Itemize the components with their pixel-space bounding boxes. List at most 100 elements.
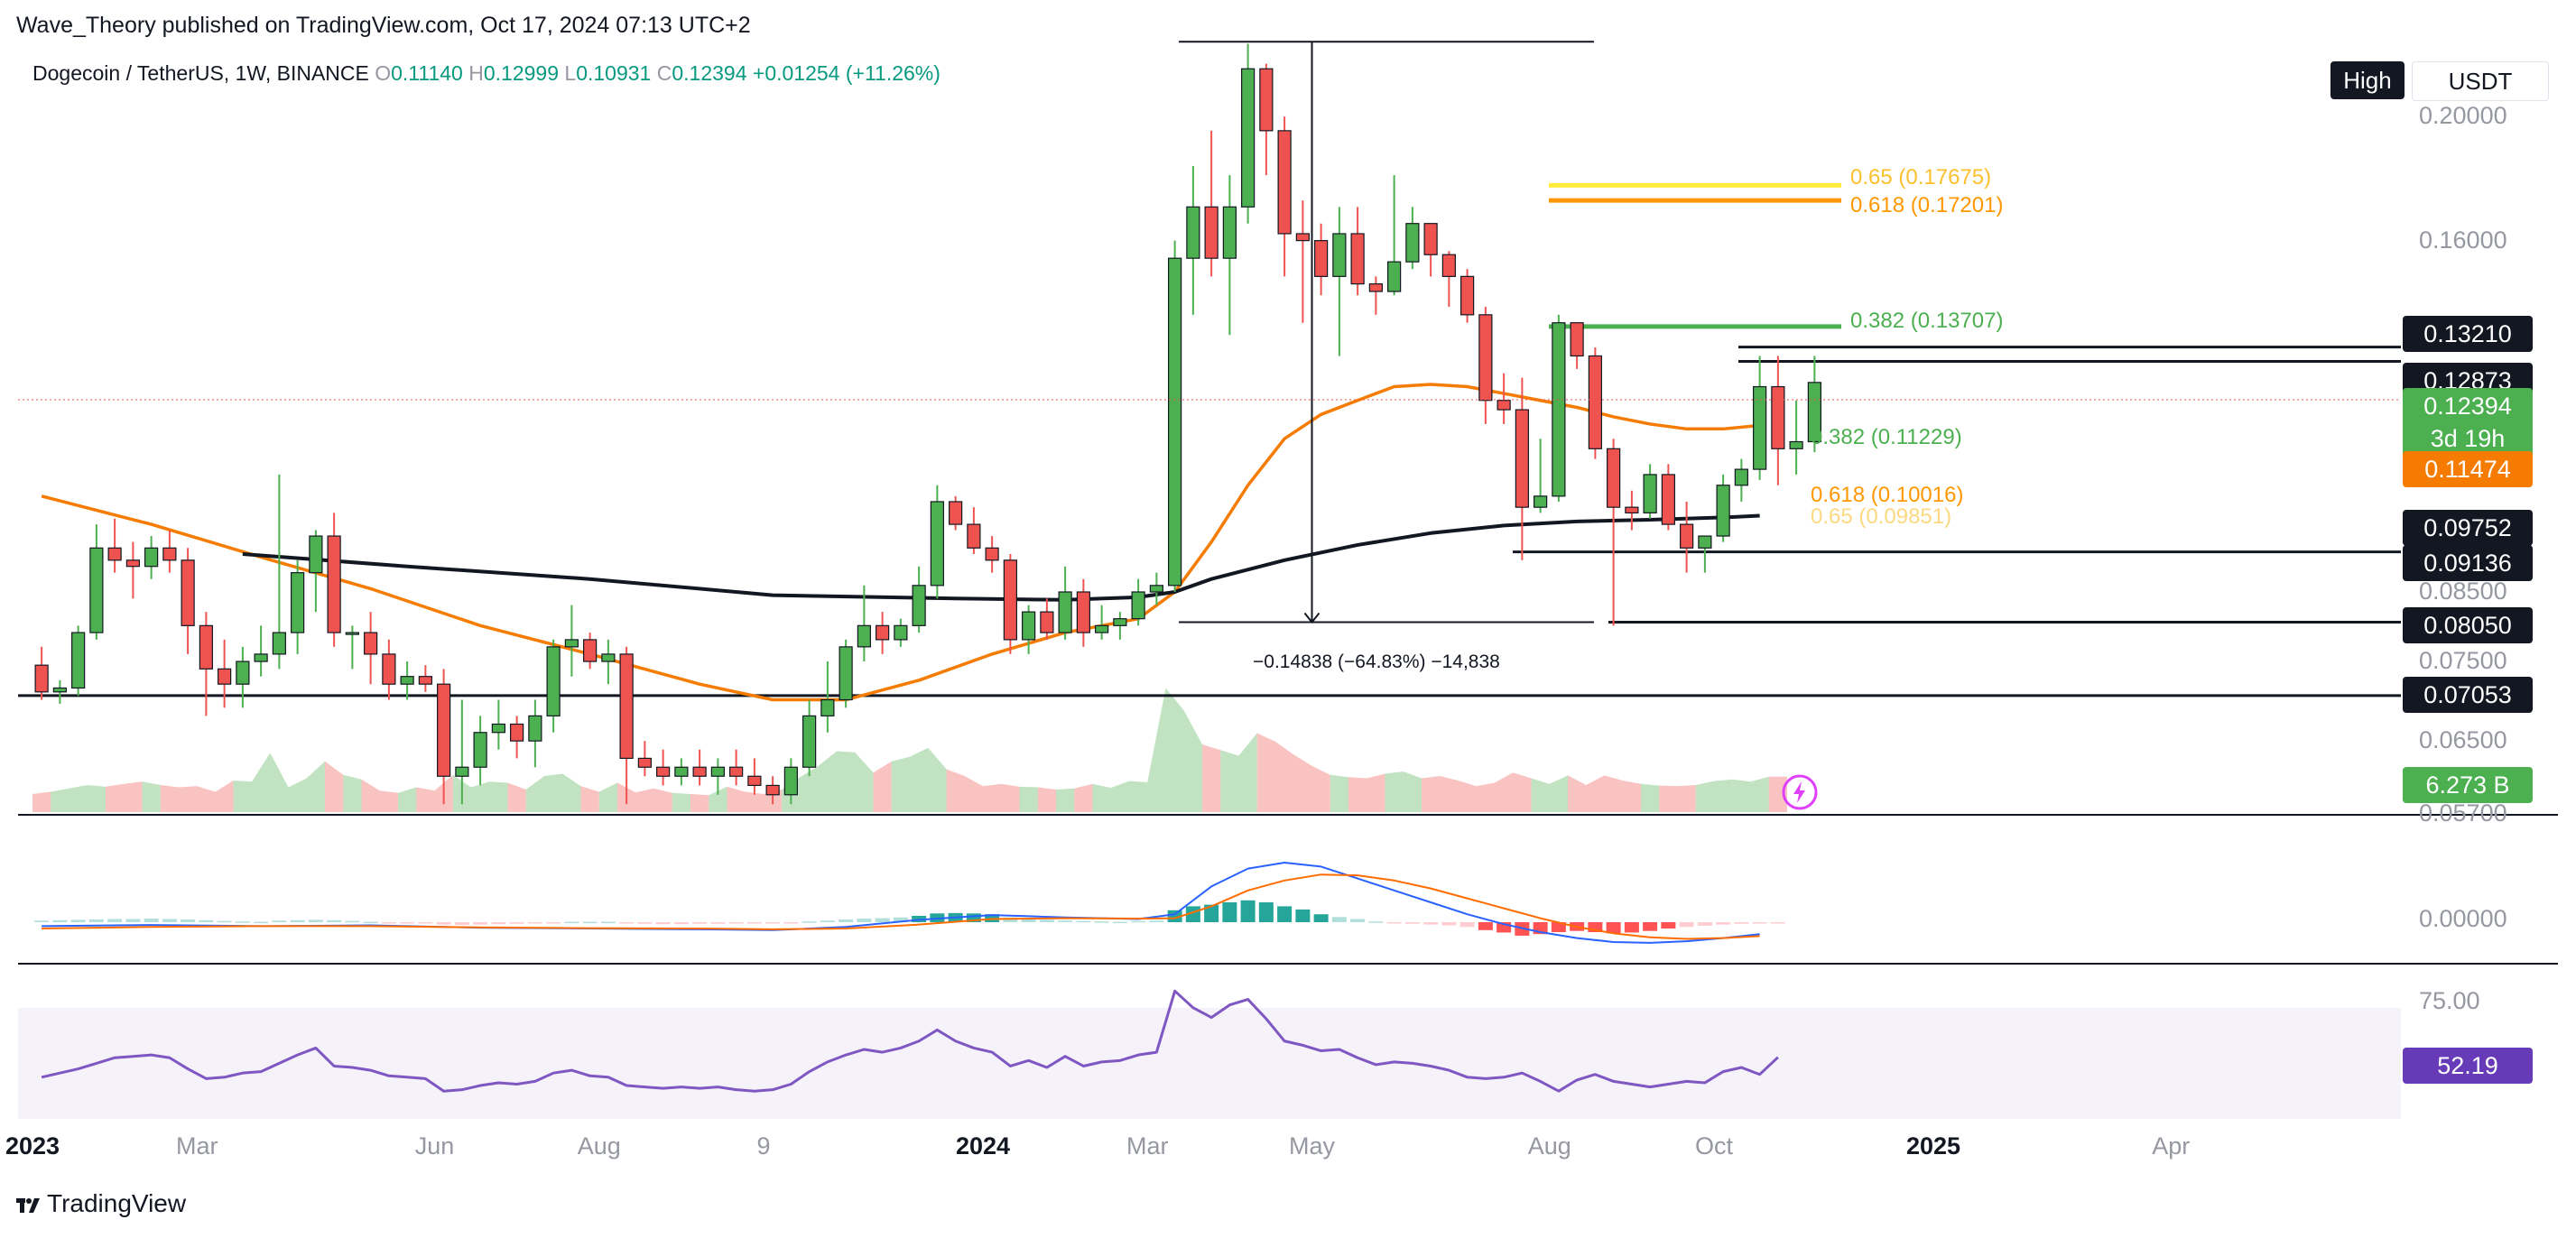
time-axis-label: Apr (2152, 1132, 2191, 1159)
candle-body (1789, 440, 1803, 449)
macd-histogram-bar (839, 919, 854, 922)
volume-bar (1714, 779, 1733, 812)
candle-body (473, 732, 487, 768)
candle-body (125, 559, 140, 568)
candle-up (1222, 175, 1237, 336)
candle-down (637, 741, 652, 777)
candle-up (1405, 207, 1420, 270)
candle-down (619, 646, 634, 805)
macd-histogram-bar (1606, 922, 1621, 934)
volume-bar (1348, 777, 1367, 812)
rsi-pane (18, 989, 2401, 1119)
candle-down (125, 541, 140, 599)
candle-body (364, 632, 378, 655)
candle-up (601, 639, 616, 685)
candle-up (1058, 566, 1072, 640)
candle-body (1022, 611, 1036, 641)
candle-body (345, 632, 359, 635)
alert-icon[interactable] (1780, 772, 1820, 812)
volume-bar (1293, 754, 1312, 812)
volume-bar (1110, 781, 1129, 812)
candle-up (1387, 175, 1402, 296)
ohlc-close-label: C (656, 61, 672, 85)
candle-body (1698, 535, 1712, 549)
candle-body (967, 523, 981, 549)
candle-body (820, 698, 835, 716)
symbol-name[interactable]: Dogecoin / TetherUS, 1W, BINANCE (32, 61, 369, 85)
macd-histogram-bar (1643, 922, 1658, 931)
candle-body (1515, 409, 1529, 508)
candle-down (1368, 276, 1383, 315)
candle-up (1168, 240, 1182, 593)
volume-bar (416, 787, 435, 812)
time-axis-label: 2025 (1905, 1132, 1961, 1159)
macd-histogram-bar (345, 920, 360, 923)
candle-up (1789, 400, 1803, 475)
macd-histogram-bar (1240, 900, 1256, 922)
candle-down (1259, 63, 1274, 176)
price-tag-value: 0.12394 (2423, 393, 2512, 420)
volume-bar (1403, 771, 1422, 812)
candle-up (894, 618, 908, 647)
macd-histogram-bar (1131, 920, 1146, 923)
candle-down (1204, 130, 1219, 277)
candle-up (236, 646, 250, 708)
volume-bar (1513, 772, 1532, 812)
volume-bar (1732, 779, 1751, 812)
fib-levels (1549, 182, 1841, 329)
volume-bar (270, 753, 289, 812)
high-button[interactable]: High (2330, 61, 2405, 99)
candle-body (1478, 314, 1493, 402)
volume-bar (745, 791, 764, 812)
volume-bar (672, 792, 690, 812)
candle-down (765, 776, 780, 805)
volume-bar (1476, 782, 1495, 812)
macd-histogram-bar (473, 922, 488, 925)
volume-bar (1256, 733, 1275, 812)
macd-histogram-bar (1661, 922, 1676, 929)
macd-histogram-bar (1734, 922, 1749, 924)
candle-down (1076, 578, 1090, 647)
macd-histogram-bar (619, 922, 635, 924)
macd-histogram-bar (1258, 902, 1274, 922)
price-axis-tick: 0.06500 (2419, 726, 2507, 754)
price-tag: 0.12394 3d 19h (2403, 388, 2533, 458)
candle-down (1478, 307, 1493, 424)
tradingview-logo-icon (16, 1194, 40, 1214)
candle-body (1368, 283, 1383, 292)
macd-histogram-bar (1204, 904, 1219, 922)
candle-up (291, 559, 305, 654)
rsi-line (41, 989, 1779, 1093)
macd-histogram-bar (546, 922, 561, 924)
candle-body (236, 661, 250, 685)
candle-body (1643, 474, 1657, 514)
horizontal-levels (18, 346, 2401, 698)
macd-histogram-bar (1295, 909, 1311, 922)
macd-histogram-bar (1331, 917, 1347, 922)
candle-body (1771, 385, 1785, 449)
candle-down (1423, 223, 1438, 277)
macd-histogram-bar (418, 922, 433, 924)
currency-button[interactable]: USDT (2412, 61, 2549, 101)
macd-histogram-bar (1277, 906, 1293, 922)
macd-histogram-bar (966, 913, 981, 922)
tradingview-logo[interactable]: TradingView (16, 1189, 186, 1218)
macd-histogram-bar (272, 920, 287, 922)
candle-body (692, 766, 707, 777)
candle-up (254, 625, 268, 677)
candle-up (783, 758, 798, 805)
volume-bar (1275, 741, 1294, 812)
macd-histogram-bar (746, 922, 762, 924)
macd-histogram-bar (125, 919, 141, 922)
candle-down (418, 665, 432, 692)
time-axis-label: Aug (577, 1132, 621, 1159)
symbol-legend[interactable]: Dogecoin / TetherUS, 1W, BINANCE O0.1114… (32, 61, 941, 86)
volume-bar (873, 761, 892, 812)
candle-body (71, 632, 86, 689)
candle-body (894, 624, 908, 641)
candle-up (1149, 572, 1163, 605)
macd-axis-tick: 0.00000 (2419, 905, 2507, 932)
candle-body (857, 624, 871, 648)
volume-bar (946, 769, 965, 812)
